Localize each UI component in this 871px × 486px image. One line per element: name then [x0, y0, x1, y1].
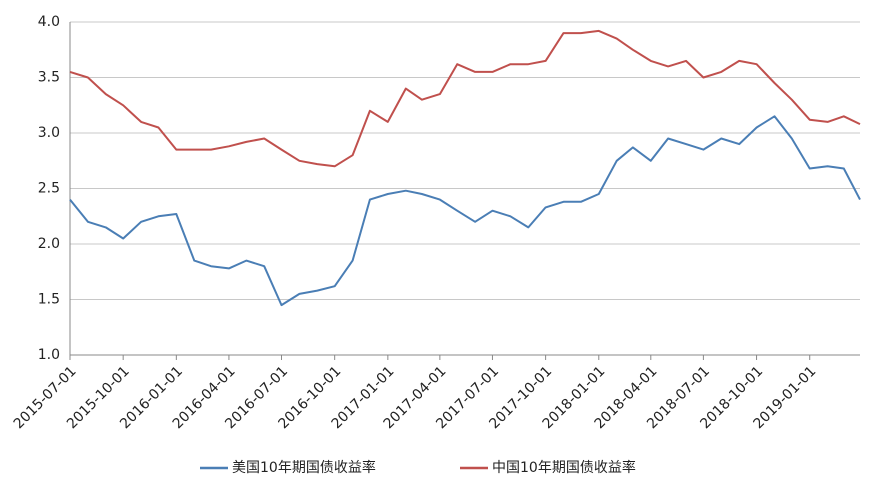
- y-tick-label: 1.5: [38, 292, 60, 308]
- legend-label: 美国10年期国债收益率: [232, 459, 376, 476]
- series-line: [69, 29, 861, 168]
- y-tick-label: 1.0: [38, 347, 60, 363]
- y-tick-label: 2.0: [38, 236, 60, 252]
- y-tick-label: 3.5: [38, 70, 60, 86]
- y-tick-label: 2.5: [38, 181, 60, 197]
- y-tick-label: 4.0: [38, 14, 60, 30]
- legend-label: 中国10年期国债收益率: [492, 459, 636, 476]
- y-tick-label: 3.0: [38, 125, 60, 141]
- series-line: [69, 115, 861, 307]
